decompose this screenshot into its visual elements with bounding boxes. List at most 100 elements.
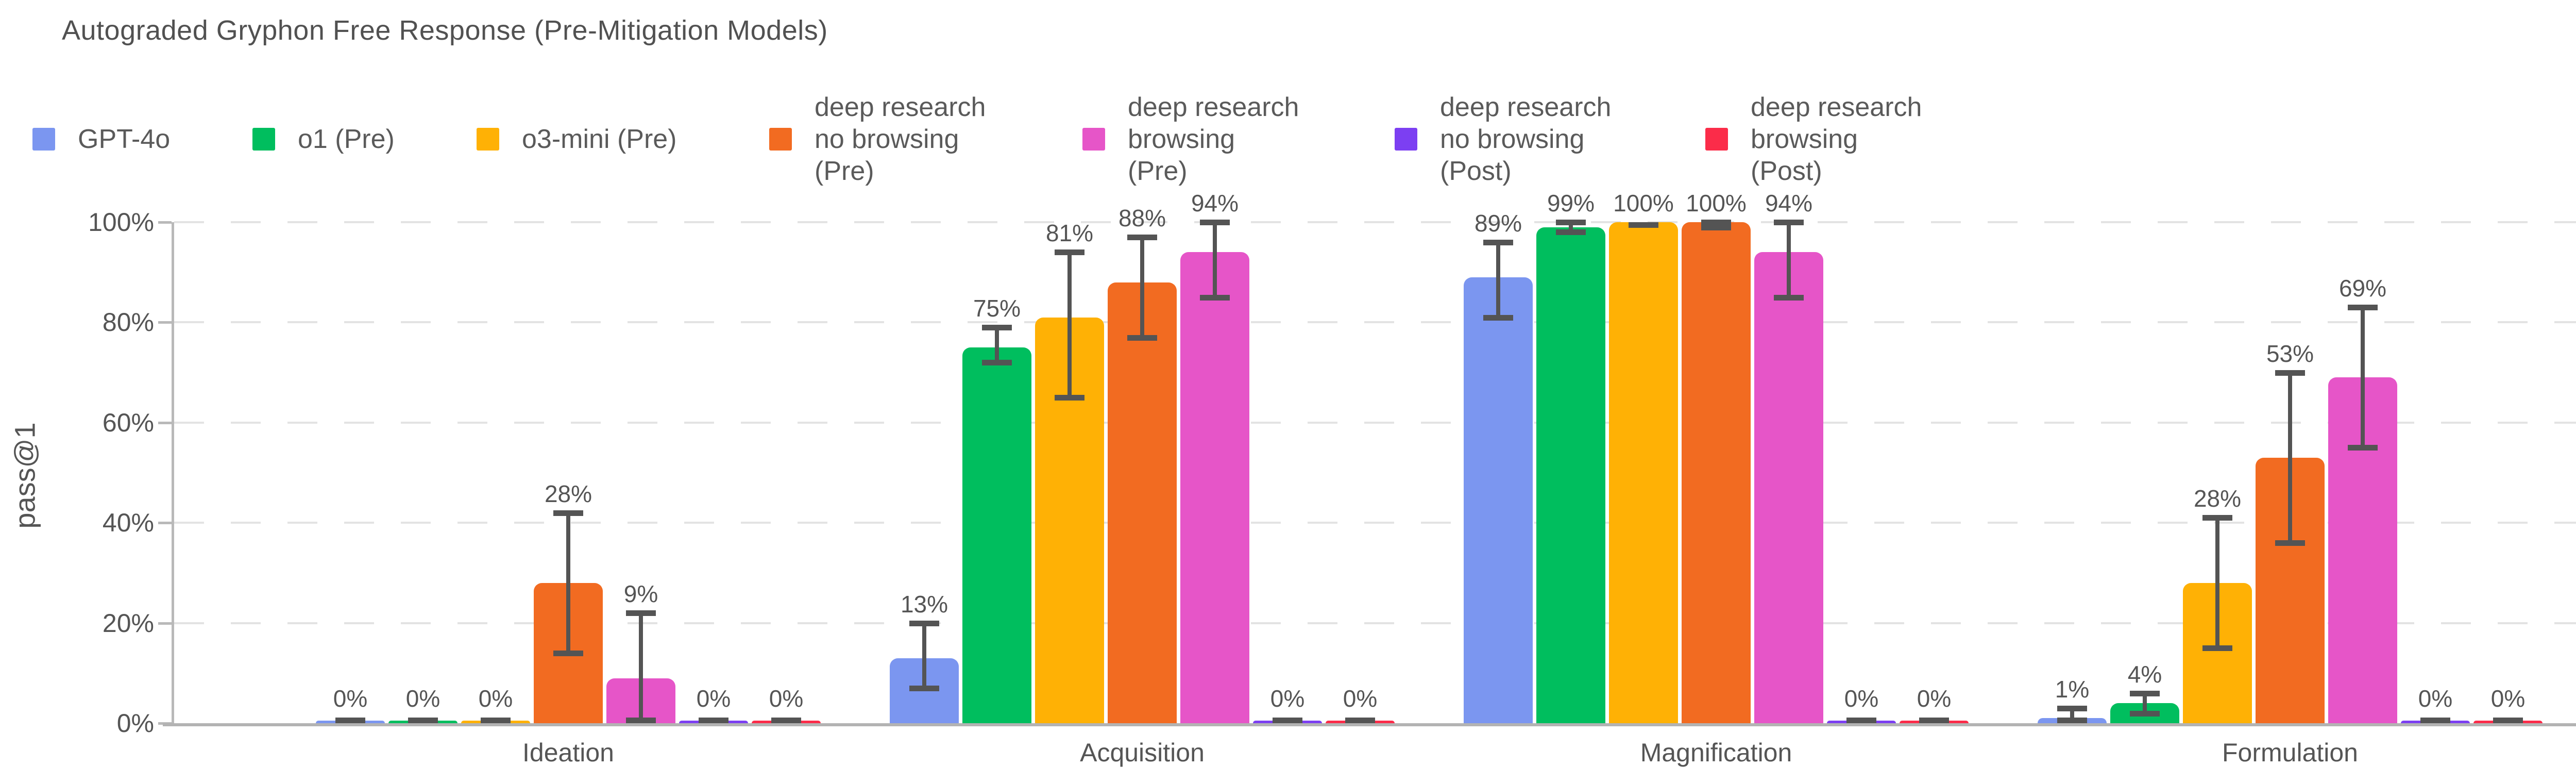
error-bar-deep-research-no-browsing-pre-formulation <box>2288 372 2292 543</box>
error-bar-deep-research-no-browsing-pre-acquisition-cap-top <box>1127 235 1157 241</box>
legend-label-line: (Pre) <box>815 156 874 186</box>
value-label-gpt-4o-magnification: 89% <box>1474 209 1522 237</box>
bar-o1-pre-magnification <box>1536 227 1605 723</box>
error-bar-deep-research-no-browsing-post-formulation-cap <box>2420 718 2450 723</box>
error-bar-o3-mini-pre-acquisition <box>1067 252 1072 398</box>
legend-swatch-o1-pre <box>252 128 275 151</box>
error-bar-o3-mini-pre-formulation <box>2215 518 2219 648</box>
y-tick-60 <box>158 421 172 424</box>
value-label-deep-research-no-browsing-pre-formulation: 53% <box>2266 340 2314 367</box>
bar-o1-pre-acquisition <box>962 347 1031 723</box>
legend-label-o1-pre: o1 (Pre) <box>298 123 395 155</box>
value-label-deep-research-browsing-pre-acquisition: 94% <box>1191 190 1239 216</box>
legend-swatch-deep-research-browsing-pre <box>1082 128 1105 151</box>
legend-label-deep-research-no-browsing-post: deep research no browsing (Post) <box>1440 91 1611 187</box>
legend-swatch-gpt-4o <box>32 128 55 151</box>
y-tick-100 <box>158 221 172 224</box>
error-bar-deep-research-browsing-pre-formulation <box>2361 307 2365 448</box>
value-label-o3-mini-pre-formulation: 28% <box>2193 485 2242 512</box>
y-tick-label-100: 100% <box>88 208 154 237</box>
bar-deep-research-browsing-pre-acquisition <box>1180 252 1249 723</box>
gridline-20 <box>174 622 2576 624</box>
gridline-100 <box>174 221 2576 223</box>
error-bar-deep-research-browsing-post-magnification-cap <box>1919 718 1949 723</box>
legend-item-deep-research-no-browsing-pre: deep research no browsing (Pre) <box>769 91 986 187</box>
y-tick-20 <box>158 622 172 625</box>
legend-label-line: (Pre) <box>1128 156 1188 186</box>
legend-label-line: (Post) <box>1440 156 1512 186</box>
legend-label-line: deep research <box>1128 92 1299 122</box>
x-axis-line <box>163 723 2576 726</box>
error-bar-gpt-4o-formulation-cap-bottom <box>2057 718 2087 723</box>
error-bar-deep-research-browsing-post-ideation-cap <box>771 718 801 723</box>
bar-deep-research-no-browsing-pre-acquisition <box>1108 282 1177 723</box>
value-label-o1-pre-magnification: 99% <box>1547 190 1595 216</box>
error-bar-deep-research-no-browsing-post-acquisition-cap <box>1273 718 1302 723</box>
error-bar-deep-research-no-browsing-post-ideation-cap <box>699 718 728 723</box>
error-bar-deep-research-browsing-pre-ideation-cap-bottom <box>626 718 656 723</box>
gridline-80 <box>174 321 2576 324</box>
legend-label-deep-research-browsing-post: deep research browsing (Post) <box>1751 91 1922 187</box>
bar-gpt-4o-magnification <box>1464 277 1533 723</box>
error-bar-o1-pre-acquisition-cap-bottom <box>982 360 1012 366</box>
error-bar-deep-research-no-browsing-pre-magnification-cap-bottom <box>1701 224 1731 230</box>
error-bar-deep-research-browsing-pre-acquisition-cap-top <box>1200 220 1230 225</box>
x-category-label-formulation: Formulation <box>2222 738 2358 767</box>
legend-item-deep-research-browsing-pre: deep research browsing (Pre) <box>1082 91 1299 187</box>
legend-label-deep-research-no-browsing-pre: deep research no browsing (Pre) <box>815 91 986 187</box>
value-label-o3-mini-pre-acquisition: 81% <box>1045 220 1094 247</box>
error-bar-deep-research-browsing-pre-acquisition <box>1213 222 1217 297</box>
error-bar-deep-research-no-browsing-pre-ideation-cap-top <box>553 510 583 516</box>
legend-item-gpt-4o: GPT-4o <box>32 123 170 155</box>
bar-deep-research-no-browsing-pre-magnification <box>1682 222 1751 723</box>
value-label-deep-research-no-browsing-post-ideation: 0% <box>696 685 731 712</box>
value-label-deep-research-browsing-post-magnification: 0% <box>1917 685 1952 712</box>
value-label-deep-research-no-browsing-pre-magnification: 100% <box>1686 190 1747 216</box>
value-label-o1-pre-ideation: 0% <box>405 685 440 712</box>
legend-swatch-o3-mini-pre <box>477 128 499 151</box>
legend-label-line: deep research <box>1751 92 1922 122</box>
error-bar-o3-mini-pre-magnification-cap <box>1629 222 1658 228</box>
value-label-deep-research-browsing-pre-ideation: 9% <box>623 580 658 608</box>
error-bar-gpt-4o-acquisition-cap-top <box>909 620 939 626</box>
error-bar-o1-pre-formulation-cap-bottom <box>2130 710 2160 717</box>
value-label-gpt-4o-formulation: 1% <box>2055 675 2090 703</box>
error-bar-o1-pre-magnification-cap-bottom <box>1556 229 1586 236</box>
error-bar-o3-mini-pre-formulation-cap-bottom <box>2202 645 2232 652</box>
error-bar-gpt-4o-ideation-cap <box>335 718 365 723</box>
error-bar-o3-mini-pre-acquisition-cap-bottom <box>1055 395 1084 401</box>
y-axis-line <box>172 222 174 723</box>
y-tick-40 <box>158 522 172 525</box>
error-bar-o1-pre-formulation-cap-top <box>2130 690 2160 696</box>
error-bar-deep-research-browsing-post-formulation-cap <box>2493 718 2523 723</box>
error-bar-o3-mini-pre-formulation-cap-top <box>2202 515 2232 521</box>
y-tick-label-20: 20% <box>102 608 154 638</box>
legend-label-line: browsing <box>1128 124 1235 154</box>
value-label-o3-mini-pre-ideation: 0% <box>478 685 513 712</box>
error-bar-o1-pre-ideation-cap <box>408 718 438 723</box>
error-bar-deep-research-browsing-pre-ideation <box>639 613 643 723</box>
value-label-deep-research-browsing-pre-magnification: 94% <box>1765 190 1813 216</box>
bar-o3-mini-pre-magnification <box>1609 222 1678 723</box>
x-category-label-acquisition: Acquisition <box>1080 738 1205 767</box>
legend-label-line: no browsing <box>815 124 959 154</box>
error-bar-deep-research-no-browsing-pre-magnification-cap-top <box>1701 220 1731 225</box>
error-bar-o3-mini-pre-acquisition-cap-top <box>1055 249 1084 256</box>
y-tick-80 <box>158 321 172 324</box>
error-bar-deep-research-no-browsing-pre-ideation <box>566 512 570 653</box>
legend-swatch-deep-research-browsing-post <box>1705 128 1728 151</box>
legend-label-line: deep research <box>1440 92 1612 122</box>
error-bar-o1-pre-magnification-cap-top <box>1556 220 1586 225</box>
error-bar-deep-research-no-browsing-pre-acquisition-cap-bottom <box>1127 335 1157 341</box>
value-label-deep-research-no-browsing-post-formulation: 0% <box>2418 685 2453 712</box>
legend-item-deep-research-browsing-post: deep research browsing (Post) <box>1705 91 1922 187</box>
error-bar-gpt-4o-magnification-cap-bottom <box>1483 314 1513 321</box>
value-label-o1-pre-formulation: 4% <box>2127 660 2162 688</box>
value-label-gpt-4o-acquisition: 13% <box>900 590 948 618</box>
error-bar-deep-research-no-browsing-pre-formulation-cap-bottom <box>2275 540 2305 546</box>
error-bar-gpt-4o-formulation <box>2070 708 2074 723</box>
value-label-deep-research-browsing-post-acquisition: 0% <box>1343 685 1378 712</box>
error-bar-deep-research-no-browsing-pre-formulation-cap-top <box>2275 370 2305 376</box>
value-label-deep-research-no-browsing-pre-acquisition: 88% <box>1118 205 1166 232</box>
